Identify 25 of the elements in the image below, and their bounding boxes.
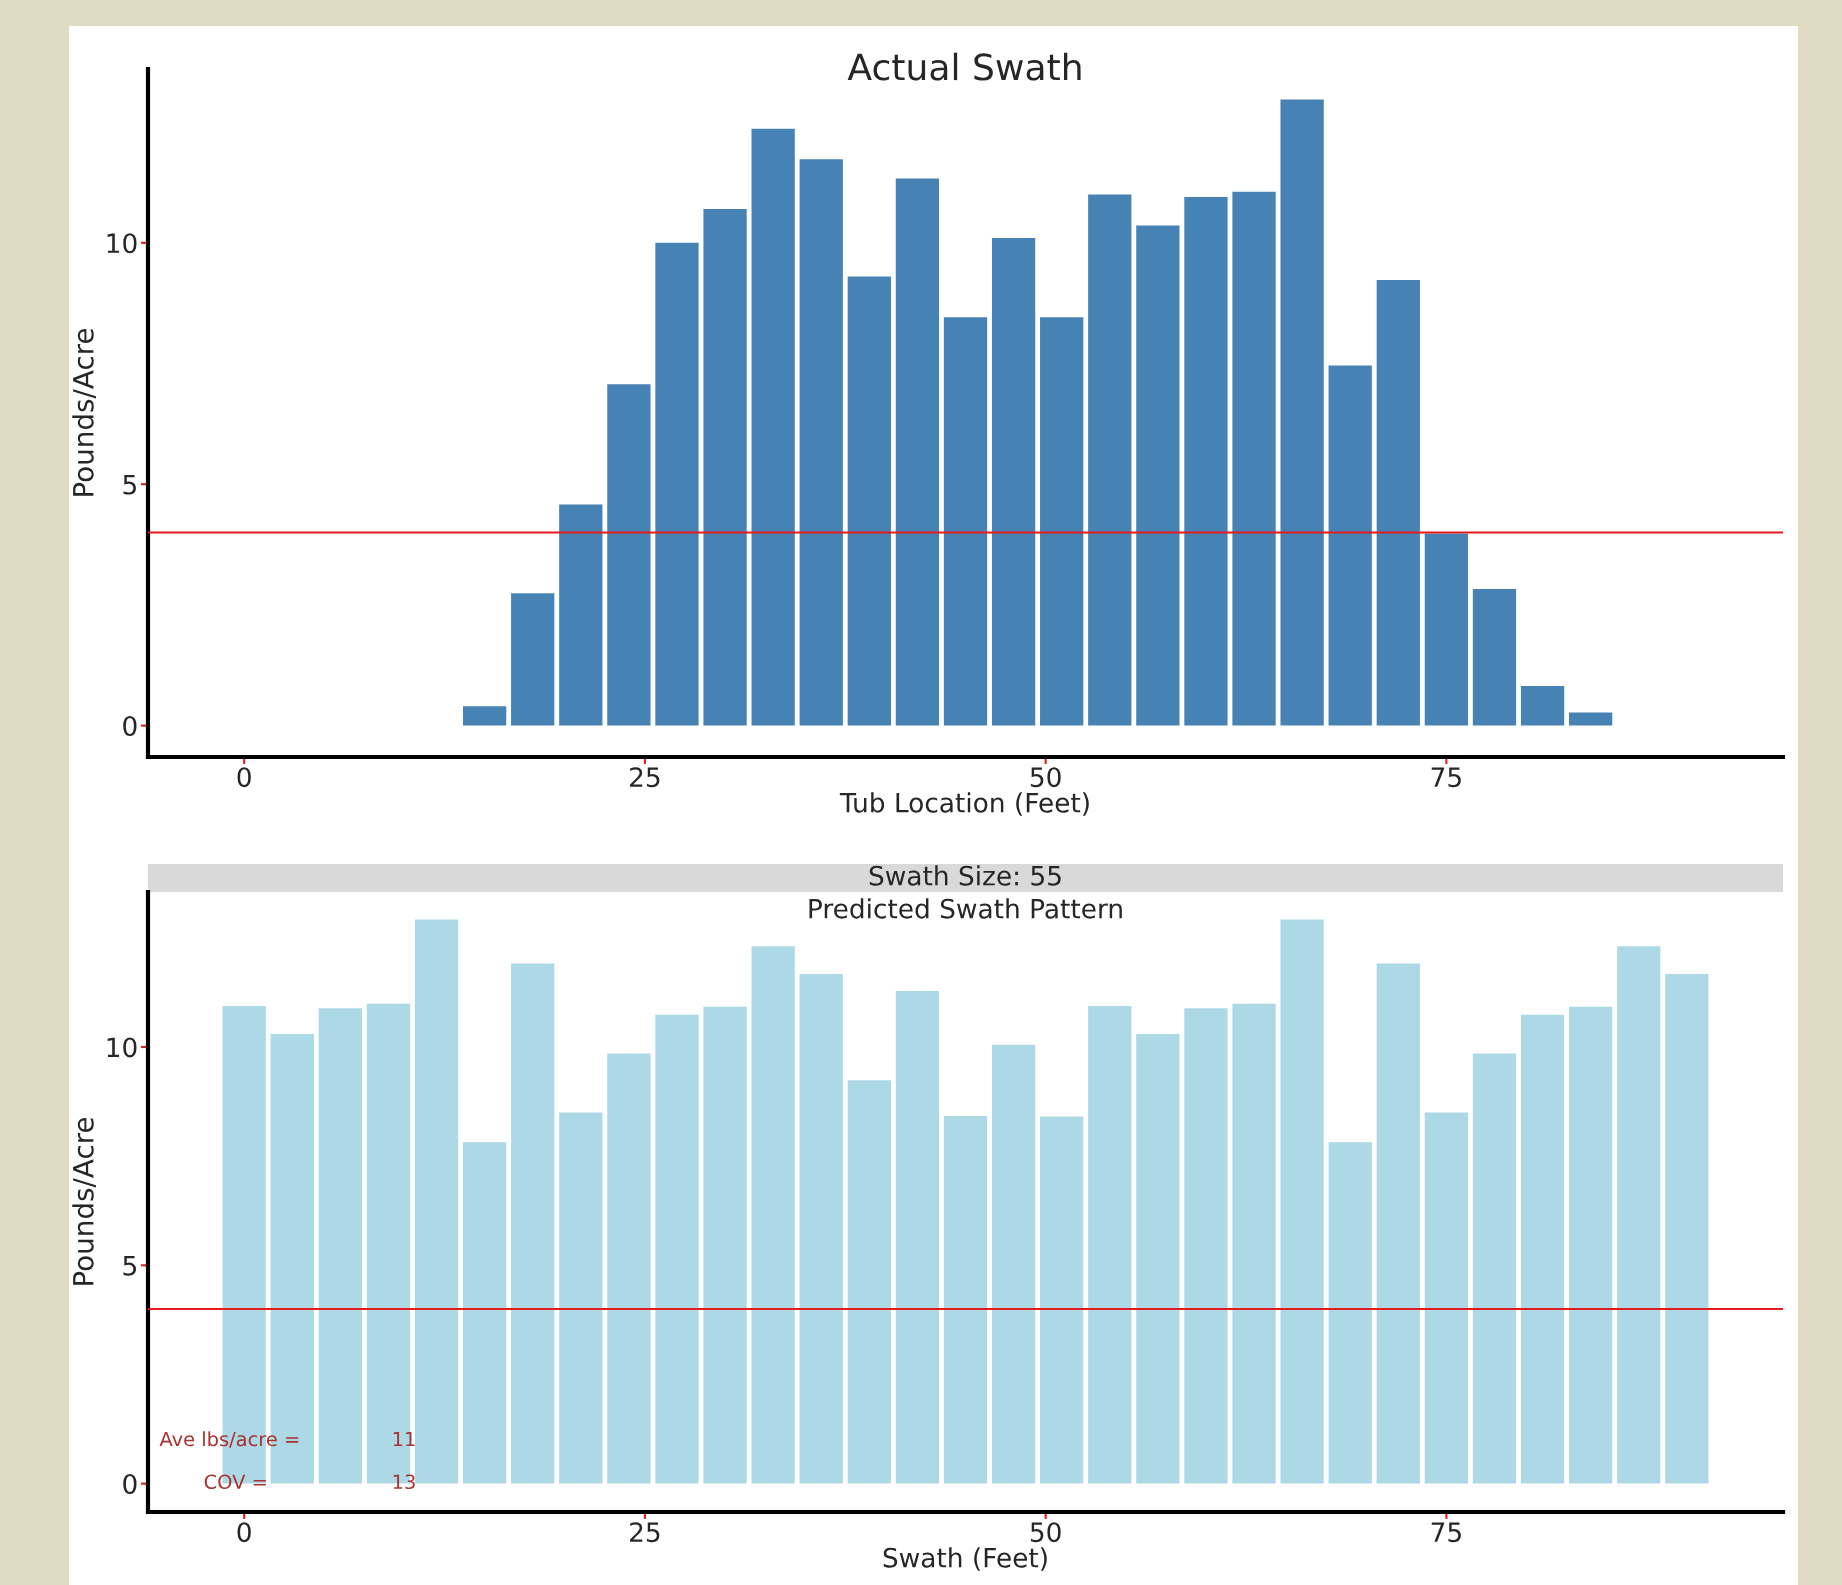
x-tick-label: 25: [630, 1522, 660, 1543]
chart-title: Actual Swath: [847, 52, 1081, 81]
x-axis-title: Swath (Feet): [883, 1547, 1047, 1571]
x-tick-label: 75: [1431, 1522, 1461, 1543]
y-axis-title: Pounds/Acre: [72, 328, 96, 496]
y-axis-title: Pounds/Acre: [72, 1117, 96, 1285]
x-tick-label: 0: [237, 767, 251, 788]
annotation: 13: [393, 1474, 415, 1490]
annotation: Ave lbs/acre =: [159, 1431, 299, 1448]
x-tick-label: 0: [237, 1522, 251, 1543]
x-tick-label: 50: [1030, 1522, 1061, 1543]
annotation: COV =: [204, 1474, 266, 1490]
annotation: 11: [393, 1431, 415, 1447]
x-axis-title: Tub Location (Feet): [839, 792, 1089, 816]
x-tick-label: 75: [1431, 767, 1461, 788]
x-tick-label: 50: [1030, 767, 1061, 788]
y-tick-label: 10: [107, 1037, 137, 1058]
y-tick-label: 0: [123, 1474, 137, 1495]
chart-title: Swath Size: 55: [869, 865, 1061, 886]
y-tick-label: 10: [107, 233, 137, 254]
x-tick-label: 25: [630, 767, 660, 788]
y-tick-label: 5: [123, 1256, 136, 1276]
y-tick-label: 0: [123, 716, 137, 737]
chart-subtitle: Predicted Swath Pattern: [809, 898, 1122, 919]
y-tick-label: 5: [123, 475, 136, 495]
